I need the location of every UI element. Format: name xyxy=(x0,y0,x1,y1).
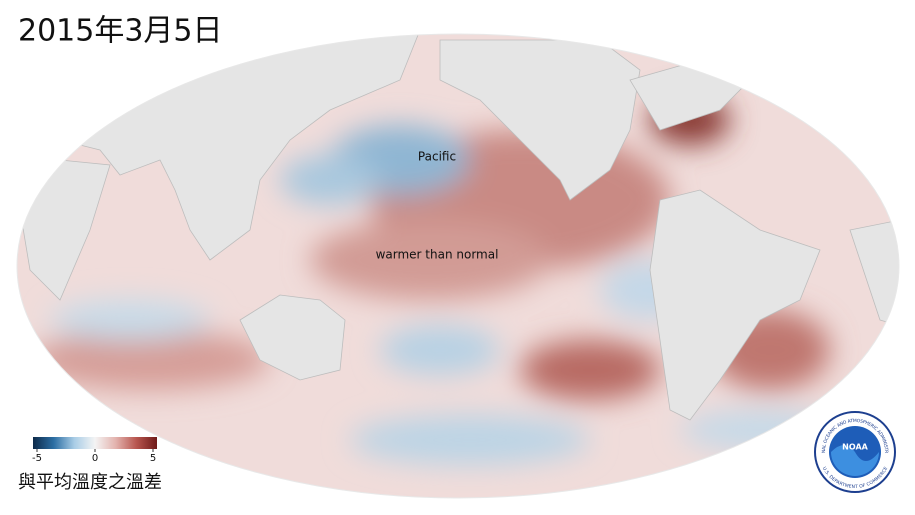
caption: 與平均溫度之溫差 xyxy=(18,472,162,493)
colorbar-tick-label: 5 xyxy=(150,453,156,464)
colorbar-tick-label: 0 xyxy=(92,453,98,464)
map-label: warmer than normal xyxy=(376,248,499,262)
map-label: Pacific xyxy=(418,150,456,164)
colorbar: -5 0 5 xyxy=(32,437,157,464)
colorbar-ramp xyxy=(33,437,157,449)
logo-text: NOAA xyxy=(842,443,868,452)
colorbar-tick-label: -5 xyxy=(32,453,42,464)
title: 2015年3月5日 xyxy=(18,14,223,49)
globe-outline xyxy=(16,33,900,499)
